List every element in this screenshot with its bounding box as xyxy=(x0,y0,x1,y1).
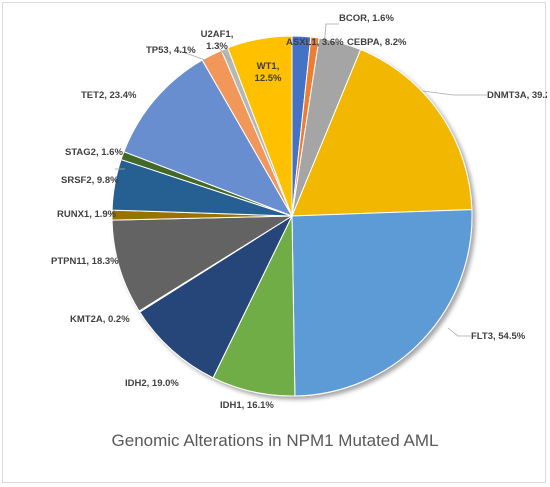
chart-frame: ASXL1, 3.6% BCOR, 1.6% CEBPA, 8.2% DNMT3A, … xyxy=(2,2,547,483)
slice-label-cebpa: CEBPA, 8.2% xyxy=(347,37,407,48)
slice-label-wt1: WT1, 12.5% xyxy=(255,61,282,84)
slice-label-runx1: RUNX1, 1.9% xyxy=(57,209,117,220)
pie-slice-dnmt3a xyxy=(291,48,473,217)
slice-label-u2af1: U2AF1, 1.3% xyxy=(201,29,234,52)
leader-line xyxy=(216,45,232,62)
pie-slice-ptpn11 xyxy=(111,215,294,312)
slice-label-stag2: STAG2, 1.6% xyxy=(65,147,123,158)
slice-label-bcor: BCOR, 1.6% xyxy=(339,13,394,24)
leader-line xyxy=(176,49,209,62)
pie-chart: ASXL1, 3.6% BCOR, 1.6% CEBPA, 8.2% DNMT3A, … xyxy=(51,13,547,450)
pie-slice-flt3 xyxy=(291,209,473,397)
slice-label-kmt2a: KMT2A, 0.2% xyxy=(70,314,130,325)
pie-slice-tet2 xyxy=(123,59,294,217)
slice-label-tet2: TET2, 23.4% xyxy=(81,90,137,101)
pie-slices xyxy=(111,35,473,397)
slice-label-srsf2: SRSF2, 9.8% xyxy=(61,175,119,186)
leader-line xyxy=(422,90,487,96)
pie-slice-wt1 xyxy=(227,35,293,217)
pie-slice-idh2 xyxy=(139,214,294,379)
slice-label-tp53: TP53, 4.1% xyxy=(146,45,196,56)
slice-label-idh1: IDH1, 16.1% xyxy=(220,400,274,411)
slice-label-idh2: IDH2, 19.0% xyxy=(125,378,179,389)
leader-lines xyxy=(115,23,487,337)
leader-line xyxy=(323,23,339,48)
slice-label-asxl1: ASXL1, 3.6% xyxy=(286,37,344,48)
slice-label-flt3: FLT3, 54.5% xyxy=(471,331,526,342)
slice-label-dnmt3a: DNMT3A, 39.2% xyxy=(487,90,547,101)
chart-title: Genomic Alterations in NPM1 Mutated AML xyxy=(112,431,439,450)
slice-label-ptpn11: PTPN11, 18.3% xyxy=(51,256,119,267)
slice-labels: ASXL1, 3.6% BCOR, 1.6% CEBPA, 8.2% DNMT3A, … xyxy=(51,13,547,411)
leader-line xyxy=(447,327,471,337)
